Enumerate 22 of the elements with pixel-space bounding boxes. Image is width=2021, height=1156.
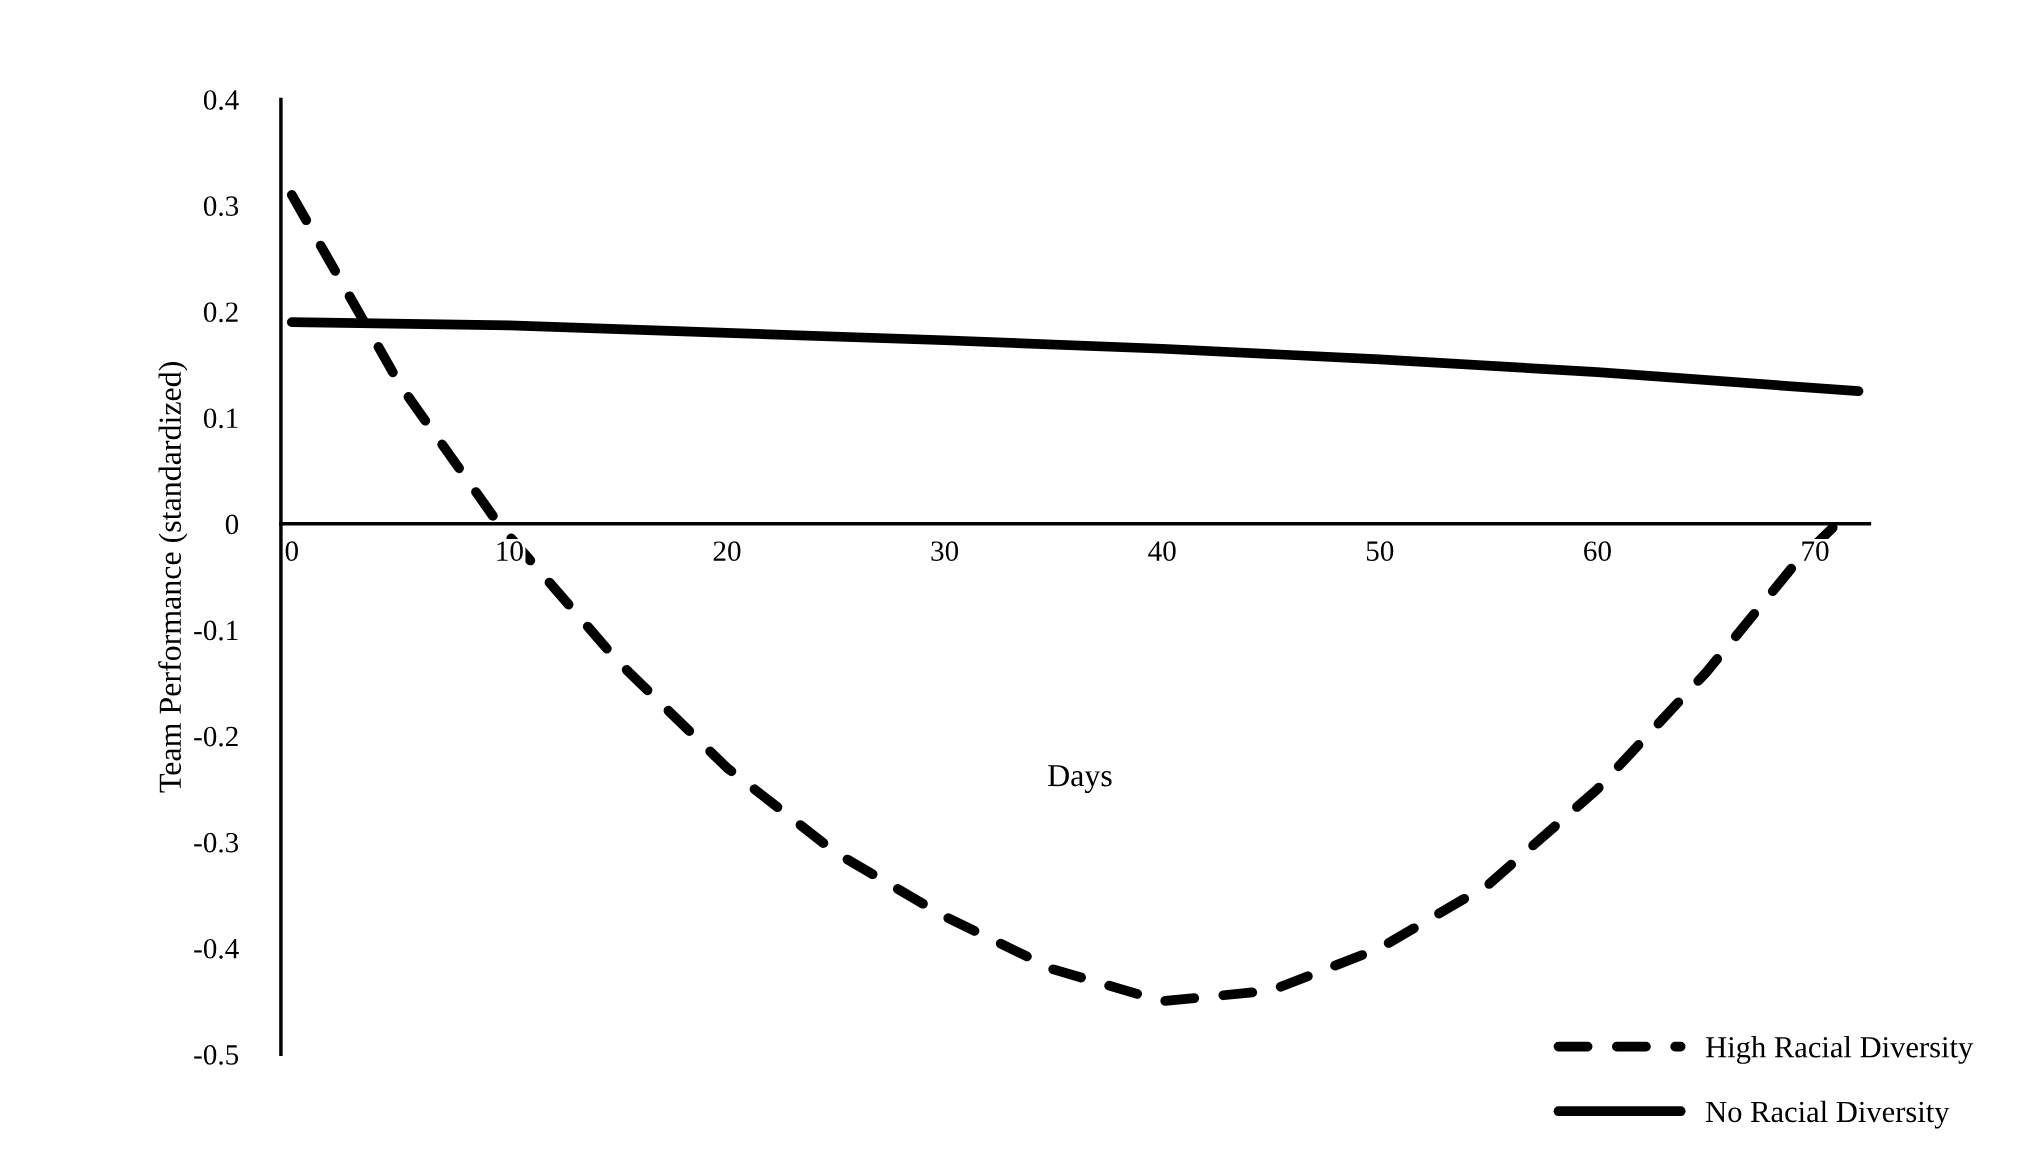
x-tick-label: 0 [285, 541, 298, 561]
x-tick-label: 50 [1366, 541, 1394, 561]
y-tick-label: 0.3 [203, 196, 239, 217]
x-tick-label: 70 [1802, 541, 1829, 561]
x-tick-label: 30 [931, 541, 959, 561]
y-axis-title: Team Performance (standardized) [158, 362, 188, 793]
x-axis-title: Days [1048, 765, 1112, 793]
y-tick-label: -0.4 [194, 938, 239, 959]
y-tick-label: 0.1 [203, 408, 238, 429]
y-tick-label: 0.2 [203, 302, 238, 323]
x-tick-label: 20 [713, 541, 741, 561]
y-tick-label: 0 [225, 514, 239, 535]
y-tick-label: -0.3 [194, 832, 239, 853]
legend-label: No Racial Diversity [1706, 1100, 1950, 1129]
y-tick-label: -0.1 [194, 620, 238, 641]
y-tick-label: -0.5 [194, 1045, 239, 1065]
x-tick-label: 10 [497, 541, 523, 561]
y-tick-label: -0.2 [194, 726, 238, 747]
y-tick-label: 0.4 [203, 90, 239, 110]
x-tick-label: 60 [1584, 541, 1611, 561]
x-tick-label: 40 [1148, 541, 1176, 561]
legend-label: High Racial Diversity [1706, 1036, 1974, 1064]
